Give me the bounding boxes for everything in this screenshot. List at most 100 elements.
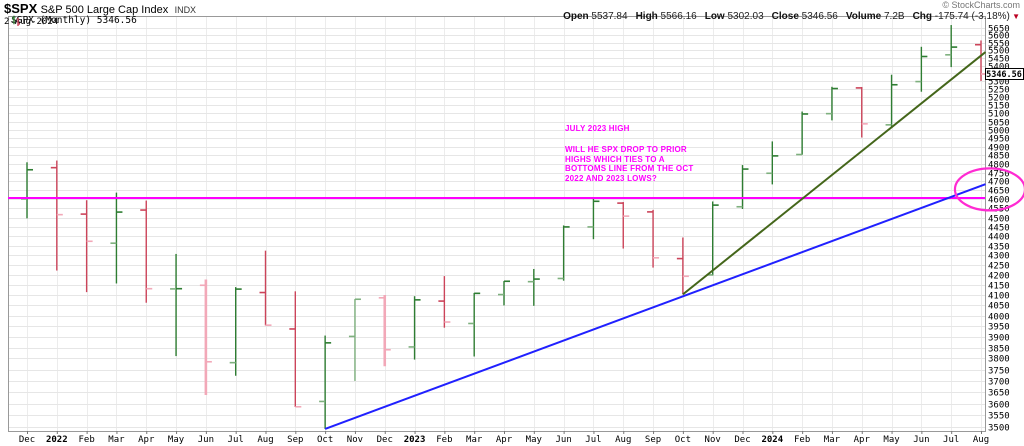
x-axis-label: Dec xyxy=(734,435,750,445)
y-axis-label: 4500 xyxy=(988,215,1010,225)
y-axis-label: 5650 xyxy=(988,25,1010,35)
x-axis-label: Dec xyxy=(19,435,35,445)
ohlc-bar-20-Aug xyxy=(617,202,630,249)
y-axis-label: 3600 xyxy=(988,401,1010,411)
x-axis-label: May xyxy=(526,435,543,445)
y-axis-label: 5200 xyxy=(988,94,1010,104)
quote-high: High 5566.16 xyxy=(635,11,697,22)
ohlc-bar-4-Apr xyxy=(140,200,153,303)
ohlc-bar-1-2022 xyxy=(50,160,63,271)
y-axis-label: 4350 xyxy=(988,243,1010,253)
x-axis-label: Oct xyxy=(675,435,691,445)
ohlc-bar-15-Mar xyxy=(468,292,481,357)
x-axis-labels: Dec 2022 Feb Mar Apr May Jun Jul Aug Sep Oct Nov Dec… xyxy=(19,431,989,445)
x-gridlines xyxy=(27,16,982,431)
x-axis-label: Nov xyxy=(705,435,721,445)
x-axis-label: May xyxy=(168,435,185,445)
ohlc-bar-18-Jun xyxy=(557,225,570,281)
y-axis-label: 5400 xyxy=(988,63,1010,73)
x-axis-label: Oct xyxy=(317,435,333,445)
x-axis-label: Feb xyxy=(436,435,452,445)
y-axis-label: 5100 xyxy=(988,110,1010,120)
x-axis-label: Jul xyxy=(585,435,601,445)
x-axis-label: Aug xyxy=(615,435,631,445)
x-axis-label: Feb xyxy=(794,435,810,445)
ohlc-bar-31-Jul xyxy=(945,25,958,68)
ohlc-bars xyxy=(21,25,987,429)
x-axis-label: Mar xyxy=(466,435,483,445)
y-axis-label: 3850 xyxy=(988,345,1010,355)
quote-chg: Chg -175.74 (-3.18%) ▼ xyxy=(912,11,1020,22)
y-axis-label: 4900 xyxy=(988,144,1010,154)
y-axis-label: 3950 xyxy=(988,323,1010,333)
quote-strip: Open 5537.84 High 5566.16 Low 5302.03 Close… xyxy=(555,11,1020,22)
x-axis-label: Jul xyxy=(943,435,959,445)
ohlc-bar-29-May xyxy=(885,74,898,128)
x-axis-label: Feb xyxy=(78,435,94,445)
y-axis-label: 4850 xyxy=(988,152,1010,162)
y-axis-label: 4600 xyxy=(988,196,1010,206)
ohlc-bar-3-Mar xyxy=(110,192,123,284)
index-name: S&P 500 Large Cap Index xyxy=(40,4,169,16)
down-triangle-icon: ▼ xyxy=(1009,12,1020,21)
ohlc-bar-22-Oct xyxy=(676,237,689,295)
acceleration-trendline xyxy=(682,51,987,296)
y-axis-label: 3750 xyxy=(988,367,1010,377)
x-axis-label: Apr xyxy=(496,435,513,445)
y-axis-label: 5450 xyxy=(988,55,1010,65)
ohlc-bar-6-Jun xyxy=(199,279,212,396)
x-axis-label: Aug xyxy=(973,435,989,445)
ohlc-bar-9-Sep xyxy=(289,291,302,408)
chart-header-left: $SPX S&P 500 Large Cap Index INDX 2-Aug-… xyxy=(4,1,196,27)
y-axis-label: 4150 xyxy=(988,282,1010,292)
ohlc-bar-30-Jun xyxy=(915,46,928,92)
y-axis-label: 4000 xyxy=(988,313,1010,323)
x-axis-label: May xyxy=(883,435,900,445)
x-axis-label: Apr xyxy=(138,435,155,445)
symbol-row: $SPX S&P 500 Large Cap Index INDX xyxy=(4,1,196,16)
y-axis-label: 3550 xyxy=(988,412,1010,422)
y-axis-label: 3900 xyxy=(988,334,1010,344)
ohlc-bar-12-Dec xyxy=(378,294,391,367)
ohlc-bar-17-May xyxy=(527,268,540,306)
ohlc-bar-27-Mar xyxy=(825,86,838,121)
y-axis-label: 5300 xyxy=(988,78,1010,88)
ohlc-bar-8-Aug xyxy=(259,250,272,326)
legend-text: $SPX (Monthly) 5346.56 xyxy=(11,15,137,26)
ohlc-bar-10-Oct xyxy=(319,335,332,429)
ohlc-bar-2-Feb xyxy=(80,200,93,293)
x-axis-label: 2022 xyxy=(46,435,68,445)
ohlc-bar-11-Nov xyxy=(348,298,361,381)
ohlc-bar-5-May xyxy=(170,253,183,357)
y-axis-label: 3500 xyxy=(988,424,1010,434)
ohlc-bar-24-Dec xyxy=(736,165,749,209)
x-axis-label: Mar xyxy=(824,435,841,445)
x-axis-label: Sep xyxy=(645,435,661,445)
x-axis-label: Mar xyxy=(108,435,125,445)
annotation-question: WILL HE SPX DROP TO PRIOR HIGHS WHICH TI… xyxy=(565,145,694,183)
y-axis-label: 4400 xyxy=(988,233,1010,243)
stockcharts-copyright-link[interactable]: © StockCharts.com xyxy=(942,0,1020,10)
plot-border xyxy=(8,16,986,432)
quote-low: Low 5302.03 xyxy=(704,11,764,22)
x-axis-label: Dec xyxy=(377,435,393,445)
x-axis-label: Apr xyxy=(854,435,871,445)
y-axis-label: 5500 xyxy=(988,47,1010,57)
y-axis-label: 5050 xyxy=(988,119,1010,129)
x-axis-label: 2024 xyxy=(761,435,783,445)
y-axis-label: 4200 xyxy=(988,272,1010,282)
ohlc-bar-14-Feb xyxy=(438,276,451,328)
y-axis-label: 4950 xyxy=(988,135,1010,145)
ohlc-bar-16-Apr xyxy=(498,280,510,306)
ohlc-bar-23-Nov xyxy=(706,201,719,276)
sharpchart-icon xyxy=(12,16,20,26)
ohlc-bar-28-Apr xyxy=(855,86,868,138)
y-axis-label: 4700 xyxy=(988,178,1010,188)
y-axis-label: 3650 xyxy=(988,389,1010,399)
y-axis-label: 4300 xyxy=(988,252,1010,262)
ohlc-bar-19-Jul xyxy=(587,198,600,240)
y-axis-label: 5000 xyxy=(988,127,1010,137)
